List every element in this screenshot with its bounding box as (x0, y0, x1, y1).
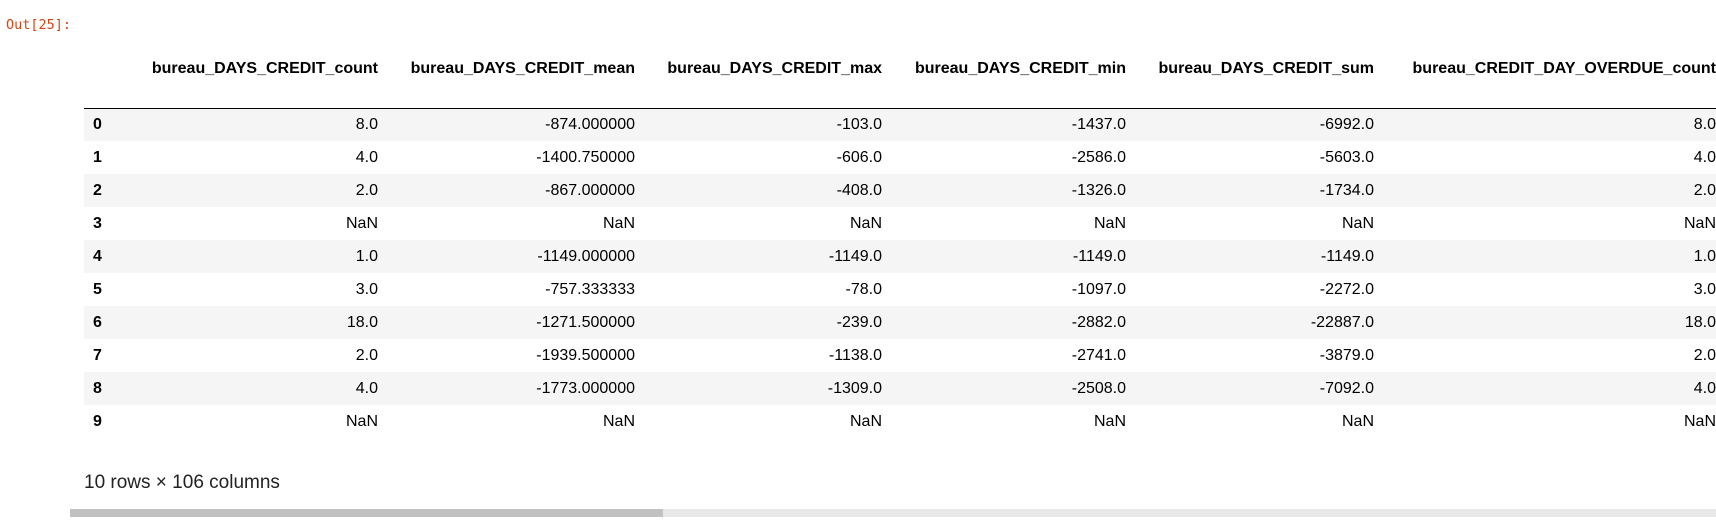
row-index: 7 (93, 346, 102, 364)
table-cell: -408.0 (836, 181, 882, 199)
column-header: bureau_DAYS_CREDIT_count (117, 49, 378, 109)
table-row: 6 18.0 -1271.500000 -239.0 -2882.0 -22887.0 18… (84, 306, 1716, 339)
table-cell: -1149.0 (828, 247, 882, 265)
table-cell: -1400.750000 (536, 148, 635, 166)
table-cell: NaN (345, 412, 378, 430)
dataframe-shape-note: 10 rows × 106 columns (84, 472, 280, 493)
row-index: 6 (93, 313, 102, 331)
table-cell: -78.0 (845, 280, 882, 298)
row-index: 9 (93, 412, 102, 430)
cell-output-area: bureau_DAYS_CREDIT_count bureau_DAYS_CRE… (70, 0, 1716, 525)
table-cell: 18.0 (1684, 313, 1716, 331)
table-cell: -1149.0 (1320, 247, 1374, 265)
column-header: bureau_DAYS_CREDIT_min (882, 49, 1126, 109)
table-cell: -874.000000 (545, 115, 635, 133)
table-cell: 3.0 (1693, 280, 1716, 298)
table-cell: NaN (1683, 214, 1716, 232)
table-cell: NaN (345, 214, 378, 232)
table-cell: -22887.0 (1310, 313, 1374, 331)
table-row: 3 NaN NaN NaN NaN NaN NaN (84, 207, 1716, 240)
table-cell: -1326.0 (1071, 181, 1126, 199)
table-cell: -1097.0 (1071, 280, 1126, 298)
table-body: 0 8.0 -874.000000 -103.0 -1437.0 -6992.0 8.0 1 4… (84, 108, 1716, 438)
table-cell: -606.0 (836, 148, 882, 166)
table-row: 2 2.0 -867.000000 -408.0 -1326.0 -1734.0 2.0 (84, 174, 1716, 207)
column-header: bureau_CREDIT_DAY_OVERDUE_count (1374, 49, 1716, 109)
table-cell: 2.0 (1693, 346, 1716, 364)
table-cell: 18.0 (346, 313, 378, 331)
column-header: bureau_DAYS_CREDIT_max (635, 49, 882, 109)
table-cell: NaN (602, 412, 635, 430)
table-cell: 3.0 (355, 280, 378, 298)
row-index: 8 (93, 379, 102, 397)
table-cell: NaN (602, 214, 635, 232)
row-index: 5 (93, 280, 102, 298)
row-index: 2 (93, 181, 102, 199)
table-cell: -1309.0 (827, 379, 882, 397)
table-cell: -1271.500000 (536, 313, 635, 331)
output-prompt: Out[25]: (6, 17, 72, 33)
table-cell: NaN (1341, 214, 1374, 232)
table-cell: NaN (849, 412, 882, 430)
table-cell: -1773.000000 (536, 379, 635, 397)
table-row: 1 4.0 -1400.750000 -606.0 -2586.0 -5603.0 4.0 (84, 141, 1716, 174)
table-cell: -2508.0 (1071, 379, 1126, 397)
table-cell: 2.0 (1693, 181, 1716, 199)
table-cell: 8.0 (355, 115, 378, 133)
table-cell: NaN (1341, 412, 1374, 430)
table-cell: -1734.0 (1319, 181, 1374, 199)
row-index: 0 (93, 115, 102, 133)
table-cell: 4.0 (1693, 148, 1716, 166)
table-cell: -1437.0 (1071, 115, 1126, 133)
column-header: bureau_DAYS_CREDIT_mean (378, 49, 635, 109)
table-cell: 4.0 (1693, 379, 1716, 397)
table-cell: NaN (1683, 412, 1716, 430)
index-header (84, 49, 117, 109)
scrollbar-thumb[interactable] (70, 509, 663, 517)
table-cell: -2741.0 (1071, 346, 1126, 364)
table-cell: -3879.0 (1319, 346, 1374, 364)
table-cell: 4.0 (355, 148, 378, 166)
table-cell: -2882.0 (1071, 313, 1126, 331)
row-index: 1 (93, 148, 102, 166)
horizontal-scrollbar[interactable] (70, 509, 1716, 517)
table-cell: -867.000000 (545, 181, 635, 199)
table-cell: -7092.0 (1319, 379, 1374, 397)
table-cell: 2.0 (355, 181, 378, 199)
table-cell: 1.0 (1693, 247, 1716, 265)
table-cell: -757.333333 (545, 280, 635, 298)
table-cell: -239.0 (836, 313, 882, 331)
table-cell: 8.0 (1693, 115, 1716, 133)
table-cell: 1.0 (355, 247, 378, 265)
table-cell: -1939.500000 (536, 346, 635, 364)
table-cell: -1149.000000 (537, 247, 635, 265)
table-cell: -1149.0 (1072, 247, 1126, 265)
table-row: 9 NaN NaN NaN NaN NaN NaN (84, 405, 1716, 438)
column-header: bureau_DAYS_CREDIT_sum (1126, 49, 1374, 109)
table-cell: -2272.0 (1319, 280, 1374, 298)
table-cell: NaN (1093, 412, 1126, 430)
table-row: 5 3.0 -757.333333 -78.0 -1097.0 -2272.0 3.0 (84, 273, 1716, 306)
table-cell: NaN (849, 214, 882, 232)
table-row: 7 2.0 -1939.500000 -1138.0 -2741.0 -3879.0 2.0 (84, 339, 1716, 372)
table-row: 0 8.0 -874.000000 -103.0 -1437.0 -6992.0 8.0 (84, 108, 1716, 141)
table-header: bureau_DAYS_CREDIT_count bureau_DAYS_CRE… (84, 49, 1716, 109)
table-cell: -103.0 (836, 115, 882, 133)
table-cell: 4.0 (355, 379, 378, 397)
table-row: 8 4.0 -1773.000000 -1309.0 -2508.0 -7092.0 4.0 (84, 372, 1716, 405)
table-cell: NaN (1093, 214, 1126, 232)
table-cell: -6992.0 (1319, 115, 1374, 133)
row-index: 4 (93, 247, 102, 265)
table-cell: -5603.0 (1319, 148, 1374, 166)
table-cell: -1138.0 (828, 346, 882, 364)
table-cell: 2.0 (355, 346, 378, 364)
row-index: 3 (93, 214, 102, 232)
table-cell: -2586.0 (1071, 148, 1126, 166)
table-row: 4 1.0 -1149.000000 -1149.0 -1149.0 -1149.0 1.0 (84, 240, 1716, 273)
header-row: bureau_DAYS_CREDIT_count bureau_DAYS_CRE… (84, 49, 1716, 109)
dataframe-table: bureau_DAYS_CREDIT_count bureau_DAYS_CRE… (84, 49, 1716, 438)
